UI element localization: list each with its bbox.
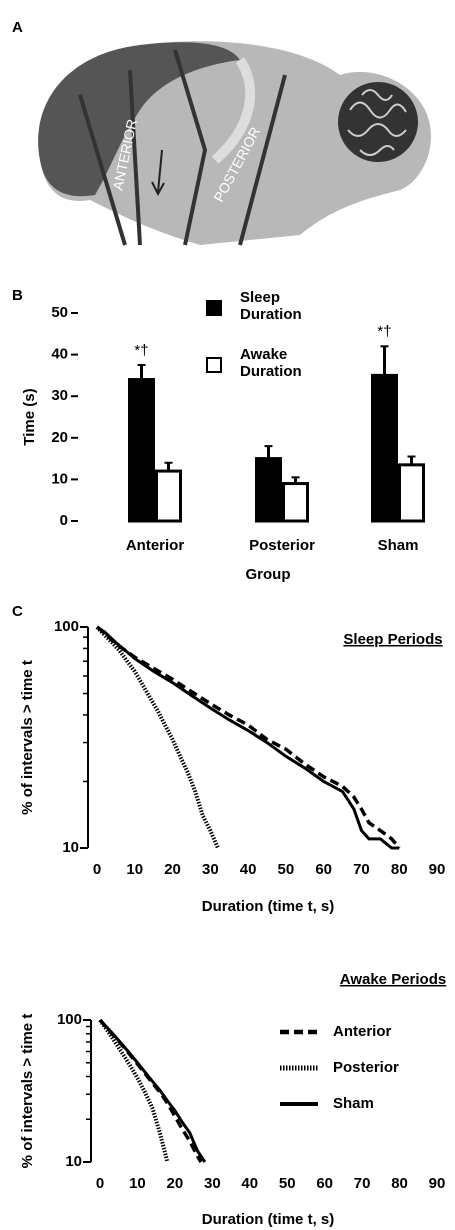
bar bbox=[398, 463, 425, 523]
y-tick-label: 10 bbox=[62, 839, 79, 856]
chart-title: Awake Periods bbox=[340, 971, 446, 988]
chart-title: Sleep Periods bbox=[343, 631, 442, 648]
x-tick-label: 80 bbox=[391, 1175, 408, 1192]
x-tick-label: 0 bbox=[93, 861, 101, 878]
significance-label: *† bbox=[377, 323, 391, 340]
y-tick-label: 50 bbox=[51, 304, 68, 321]
x-tick-label: 90 bbox=[429, 1175, 446, 1192]
cortex bbox=[38, 42, 240, 197]
x-axis-label: Duration (time t, s) bbox=[202, 1211, 335, 1228]
bar bbox=[155, 469, 182, 523]
x-tick-label: Anterior bbox=[126, 537, 185, 554]
series-line bbox=[98, 1018, 203, 1163]
x-tick-label: 30 bbox=[202, 861, 219, 878]
x-tick-label: 40 bbox=[241, 1175, 258, 1192]
x-axis-label: Duration (time t, s) bbox=[202, 898, 335, 915]
brain-image: ANTERIOR POSTERIOR bbox=[38, 41, 431, 246]
y-tick-label: 10 bbox=[51, 470, 68, 487]
x-tick-label: 70 bbox=[353, 861, 370, 878]
series-line bbox=[95, 625, 401, 850]
x-tick-label: 20 bbox=[167, 1175, 184, 1192]
legend-label: Anterior bbox=[333, 1023, 392, 1040]
bar bbox=[371, 373, 398, 523]
y-axis-label: % of intervals > time t bbox=[19, 1014, 36, 1169]
panel-label: A bbox=[12, 19, 23, 36]
legend-label: Sleep Duration bbox=[240, 289, 302, 323]
y-tick-label: 20 bbox=[51, 429, 68, 446]
bar bbox=[255, 457, 282, 523]
x-tick-label: 10 bbox=[126, 861, 143, 878]
y-tick-label: 100 bbox=[57, 1011, 82, 1028]
x-tick-label: 0 bbox=[96, 1175, 104, 1192]
y-tick-label: 100 bbox=[54, 618, 79, 635]
y-tick-label: 40 bbox=[51, 346, 68, 363]
panel-label: C bbox=[12, 603, 23, 620]
hippocampus bbox=[211, 57, 256, 164]
x-tick-label: 30 bbox=[204, 1175, 221, 1192]
x-tick-label: 40 bbox=[240, 861, 257, 878]
series-line bbox=[98, 1018, 207, 1163]
bar bbox=[282, 482, 309, 523]
x-tick-label: 60 bbox=[316, 1175, 333, 1192]
x-tick-label: 20 bbox=[164, 861, 181, 878]
legend-swatch bbox=[206, 357, 222, 373]
y-tick-label: 30 bbox=[51, 387, 68, 404]
legend-label: Awake Duration bbox=[240, 346, 302, 380]
panel-label: B bbox=[12, 287, 23, 304]
y-axis-label: Time (s) bbox=[21, 388, 38, 445]
significance-label: *† bbox=[134, 342, 148, 359]
x-tick-label: Posterior bbox=[249, 537, 315, 554]
arrow bbox=[151, 149, 165, 197]
legend-label: Posterior bbox=[333, 1059, 399, 1076]
cerebellum-folds bbox=[347, 89, 407, 156]
x-tick-label: 50 bbox=[279, 1175, 296, 1192]
y-axis-label: % of intervals > time t bbox=[19, 660, 36, 815]
x-tick-label: 50 bbox=[278, 861, 295, 878]
x-tick-label: 90 bbox=[429, 861, 446, 878]
y-tick-label: 10 bbox=[65, 1153, 82, 1170]
x-tick-label: 80 bbox=[391, 861, 408, 878]
x-axis-label: Group bbox=[246, 566, 291, 583]
legend-label: Sham bbox=[333, 1095, 374, 1112]
series-line bbox=[95, 625, 220, 849]
cut-lines bbox=[78, 49, 287, 246]
y-tick-label: 0 bbox=[60, 512, 68, 529]
series-line bbox=[96, 625, 400, 850]
bar bbox=[128, 378, 155, 523]
x-tick-label: 70 bbox=[354, 1175, 371, 1192]
legend-swatch bbox=[206, 300, 222, 316]
x-tick-label: 60 bbox=[315, 861, 332, 878]
x-tick-label: 10 bbox=[129, 1175, 146, 1192]
x-tick-label: Sham bbox=[378, 537, 419, 554]
